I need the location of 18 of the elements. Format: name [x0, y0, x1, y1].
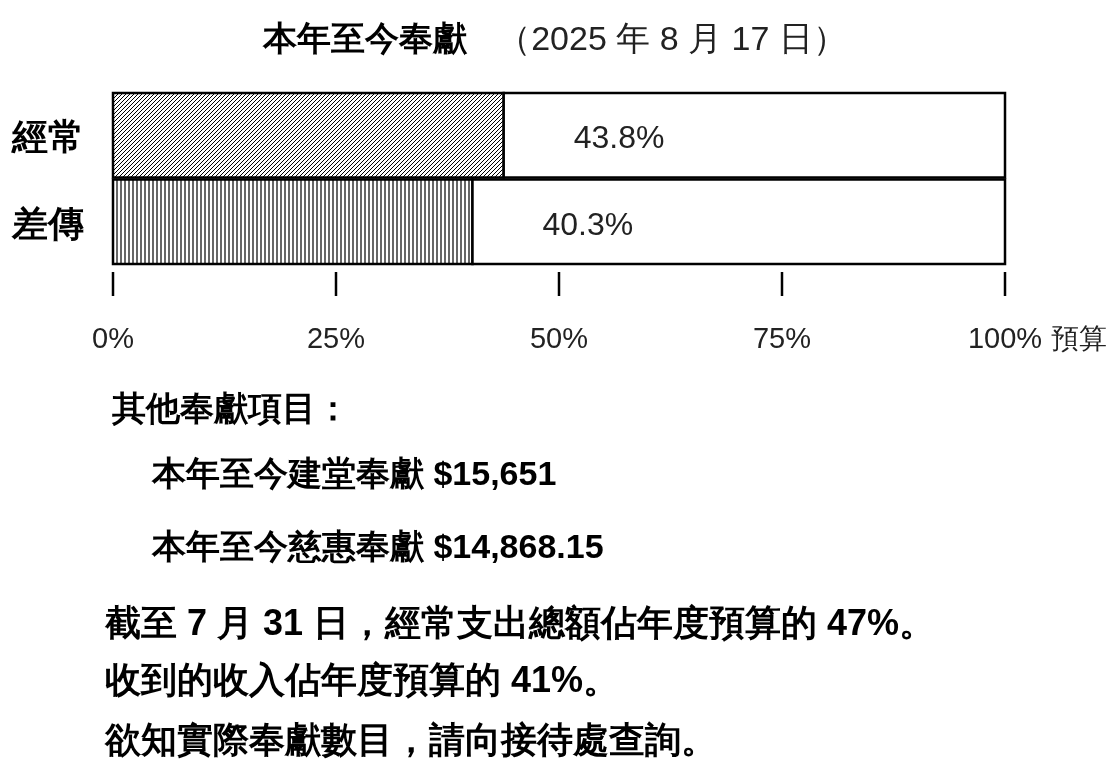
x-tick-label: 25% [306, 322, 366, 354]
text: 其他奉獻項目： [111, 389, 350, 427]
text: 本年至今建堂奉獻 $15,651 [151, 454, 557, 492]
x-axis-title: 預算 [1051, 323, 1107, 354]
text: 本年至今慈惠奉獻 $14,868.15 [151, 527, 604, 565]
data-label: 40.3% [542, 205, 634, 242]
x-tick-label: 50% [529, 322, 589, 354]
y-tick-label: 差傳 [11, 202, 84, 244]
chart-title: 本年至今奉獻 [262, 19, 469, 57]
x-tick-label: 0% [92, 322, 134, 354]
text: 收到的收入佔年度預算的 41%。 [105, 659, 620, 700]
x-tick-label: 100% [967, 322, 1043, 354]
y-tick-label: 經常 [11, 116, 84, 158]
data-label: 43.8% [573, 119, 665, 156]
text: 截至 7 月 31 日，經常支出總額佔年度預算的 47%。 [104, 602, 936, 643]
chart-subtitle: （2025 年 8 月 17 日） [497, 19, 847, 57]
x-tick-label: 75% [752, 322, 812, 354]
text: 欲知實際奉獻數目，請向接待處查詢。 [104, 719, 717, 760]
